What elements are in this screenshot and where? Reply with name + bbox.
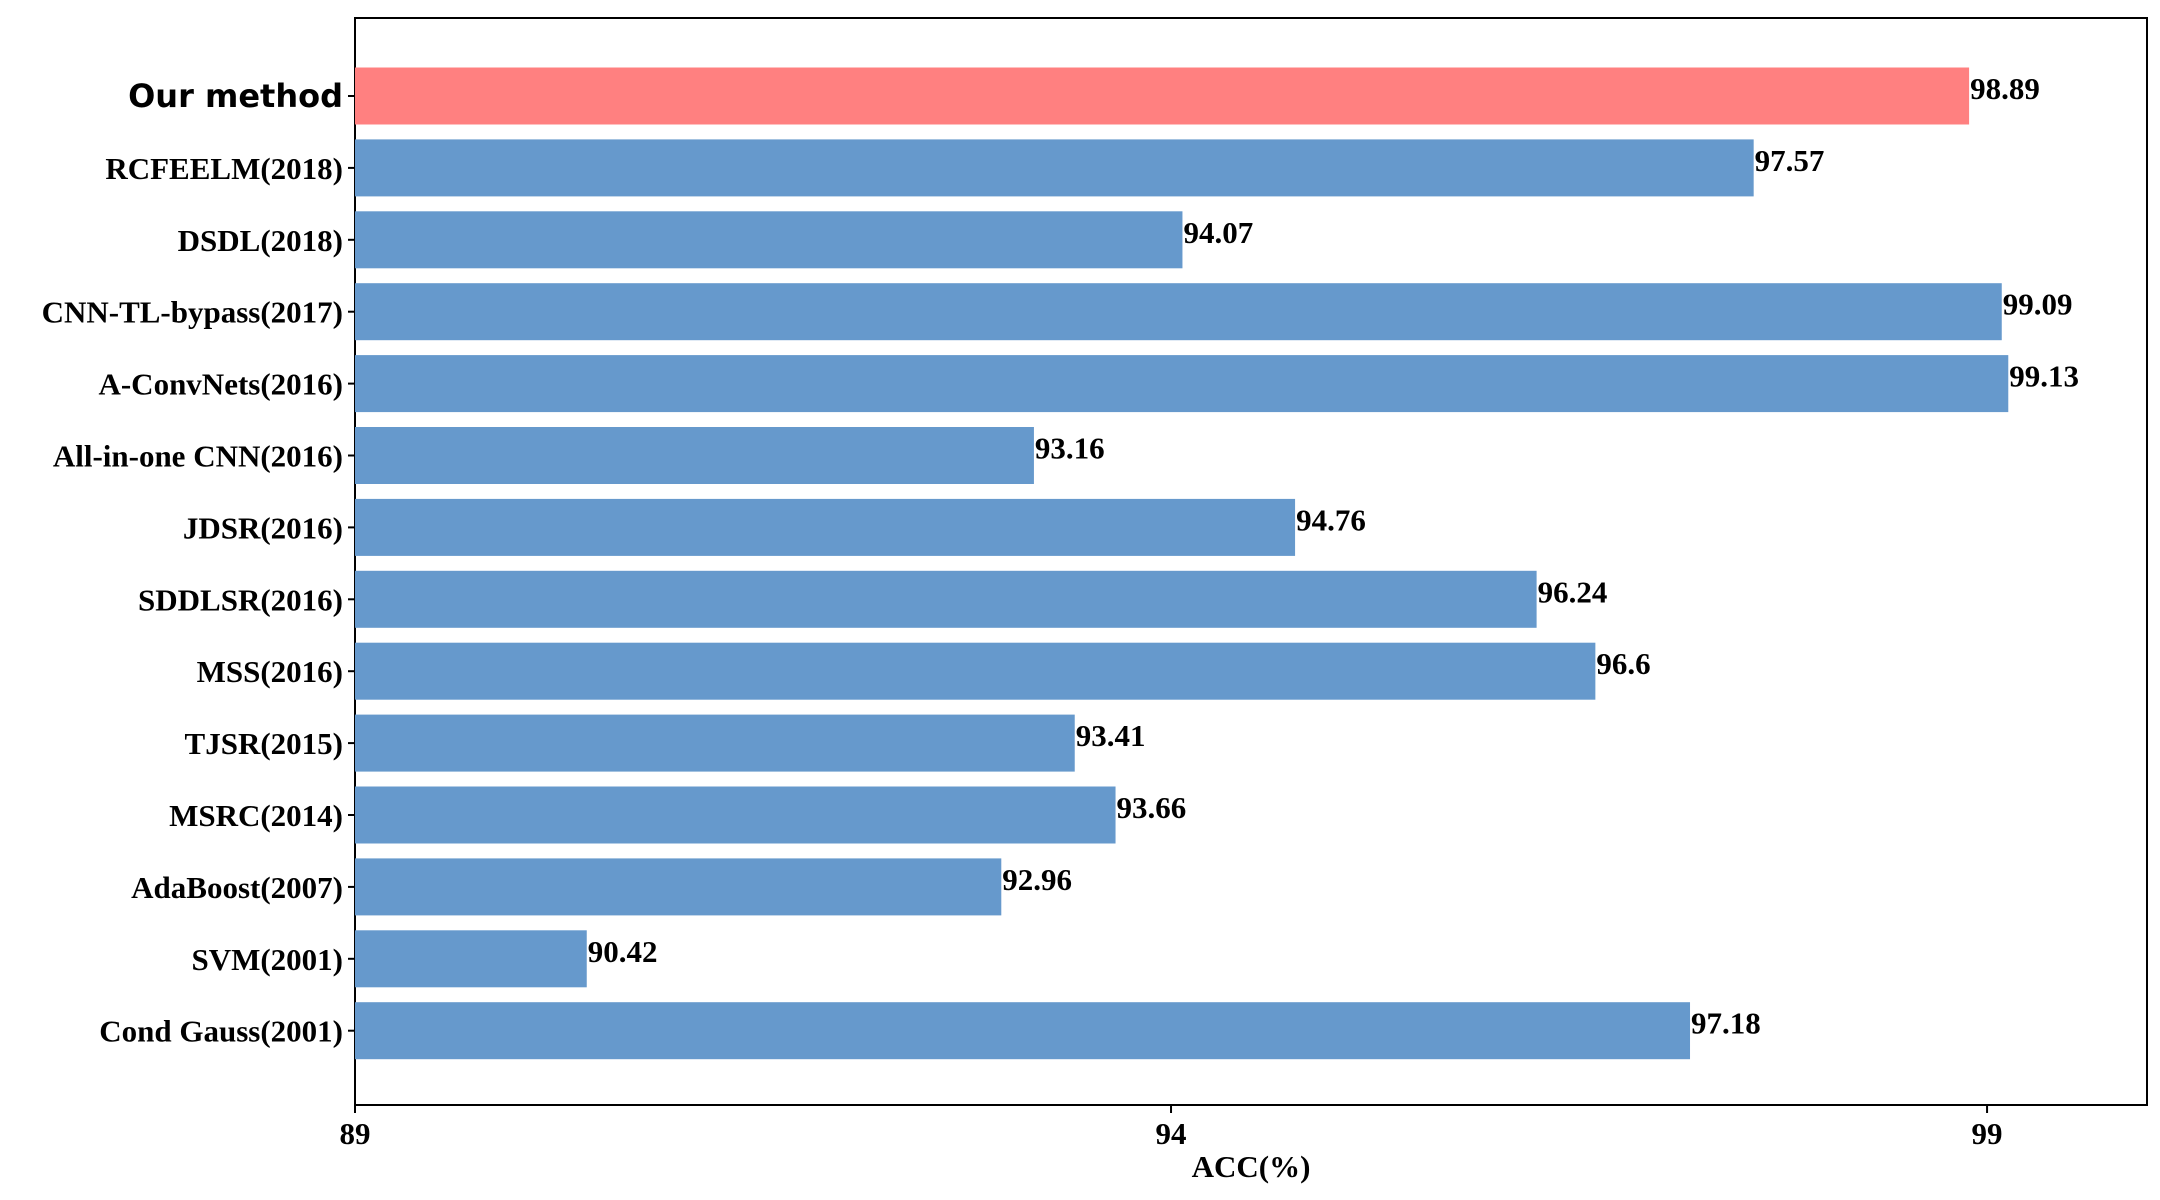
category-label-adaboost-2007: AdaBoost(2007) [131,870,343,905]
category-label-our-method: Our method [128,77,343,115]
value-label-cnn-tl-bypass-2017: 99.09 [2003,287,2073,322]
category-label-tjsr-2015: TJSR(2015) [185,726,343,761]
bar-svm-2001 [355,930,587,988]
bar-cond-gauss-2001 [355,1002,1691,1060]
x-axis: 89 94 99 [340,1105,2003,1151]
category-label-a-convnets-2016: A-ConvNets(2016) [98,367,343,402]
bar-all-in-one-cnn-2016 [355,427,1034,484]
category-label-msrc-2014: MSRC(2014) [169,798,343,833]
bar-cnn-tl-bypass-2017 [355,283,2002,341]
x-tick-label: 89 [340,1116,371,1151]
value-label-tjsr-2015: 93.41 [1076,718,1146,753]
category-label-sddlsr-2016: SDDLSR(2016) [138,582,343,617]
bar-sddlsr-2016 [355,570,1537,628]
bar-msrc-2014 [355,786,1116,844]
category-label-all-in-one-cnn-2016: All-in-one CNN(2016) [53,439,343,474]
value-label-cond-gauss-2001: 97.18 [1691,1006,1761,1041]
bar-dsdl-2018 [355,211,1183,269]
category-label-mss-2016: MSS(2016) [197,654,343,689]
category-label-svm-2001: SVM(2001) [191,942,343,977]
bar-rcfeelm-2018 [355,139,1754,197]
bar-jdsr-2016 [355,498,1296,556]
bar-tjsr-2015 [355,714,1075,772]
category-label-cnn-tl-bypass-2017: CNN-TL-bypass(2017) [42,295,343,330]
bar-our-method [355,67,1970,125]
plot-frame [354,17,2148,1106]
category-label-cond-gauss-2001: Cond Gauss(2001) [99,1014,343,1049]
value-label-msrc-2014: 93.66 [1117,790,1187,825]
bar-a-convnets-2016 [355,355,2009,413]
x-tick-label: 99 [1972,1116,2003,1151]
category-label-jdsr-2016: JDSR(2016) [183,510,343,545]
bar-adaboost-2007 [355,858,1002,916]
category-label-rcfeelm-2018: RCFEELM(2018) [105,151,343,186]
value-label-a-convnets-2016: 99.13 [2009,359,2079,394]
category-labels: Our method RCFEELM(2018) DSDL(2018) CNN-TL-… [42,77,355,1049]
x-axis-title: ACC(%) [1192,1149,1311,1184]
value-labels: 98.89 97.57 94.07 99.09 99.13 93.16 94.76 96.24… [588,71,2079,1041]
bars-group [355,67,2009,1060]
value-label-mss-2016: 96.6 [1596,646,1650,681]
value-label-sddlsr-2016: 96.24 [1538,574,1608,609]
bar-mss-2016 [355,642,1596,700]
x-tick-label: 94 [1156,1116,1187,1151]
value-label-all-in-one-cnn-2016: 93.16 [1035,431,1105,466]
value-label-jdsr-2016: 94.76 [1296,502,1366,537]
value-label-rcfeelm-2018: 97.57 [1755,143,1825,178]
value-label-dsdl-2018: 94.07 [1183,215,1253,250]
value-label-our-method: 98.89 [1970,71,2040,106]
value-label-adaboost-2007: 92.96 [1002,862,1072,897]
category-label-dsdl-2018: DSDL(2018) [178,223,343,258]
value-label-svm-2001: 90.42 [588,934,658,969]
